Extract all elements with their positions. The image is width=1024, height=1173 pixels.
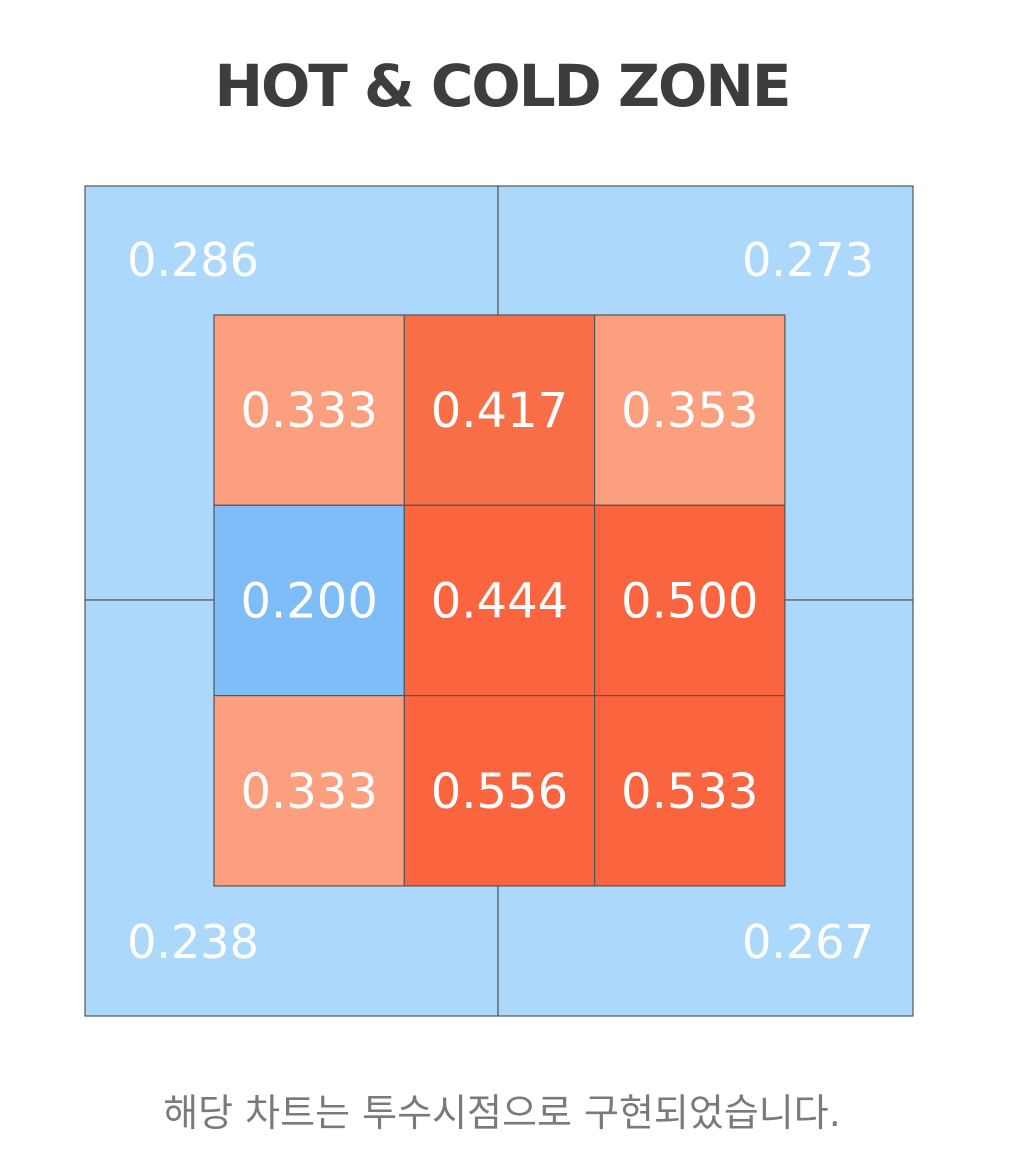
inner-cell-value-r1-c2: 0.417 bbox=[431, 383, 568, 439]
inner-cell-value-r3-c1: 0.333 bbox=[240, 764, 377, 820]
inner-cell-value-r1-c1: 0.333 bbox=[240, 383, 377, 439]
inner-cell-r3-c2 bbox=[403, 694, 596, 887]
inner-cell-r2-c3 bbox=[593, 504, 786, 697]
inner-cell-value-r2-c1: 0.200 bbox=[240, 573, 377, 629]
inner-cell-value-r1-c3: 0.353 bbox=[621, 383, 758, 439]
outer-zone-value-bottom-right: 0.267 bbox=[742, 915, 874, 969]
inner-cell-value-r2-c2: 0.444 bbox=[431, 573, 568, 629]
inner-cell-r1-c2 bbox=[403, 314, 596, 506]
chart-title: HOT & COLD ZONE bbox=[214, 52, 791, 120]
outer-zone-value-bottom-left: 0.238 bbox=[127, 915, 259, 969]
zone-labels: 0.286 0.273 0.238 0.267 0.333 0.417 0.353 0.200… bbox=[127, 233, 874, 969]
outer-zone-value-top-right: 0.273 bbox=[742, 233, 874, 287]
chart-caption: 해당 차트는 투수시점으로 구현되었습니다. bbox=[163, 1091, 841, 1135]
inner-cell-value-r3-c3: 0.533 bbox=[621, 764, 758, 820]
inner-cell-r3-c3 bbox=[593, 694, 786, 887]
inner-cell-value-r3-c2: 0.556 bbox=[431, 764, 568, 820]
inner-cell-r1-c3 bbox=[593, 314, 786, 506]
inner-cell-value-r2-c3: 0.500 bbox=[621, 573, 758, 629]
outer-zone-value-top-left: 0.286 bbox=[127, 233, 259, 287]
inner-cell-r2-c2 bbox=[403, 504, 596, 697]
inner-cell-r2-c1 bbox=[213, 504, 405, 697]
inner-cell-r3-c1 bbox=[213, 694, 405, 887]
inner-grid bbox=[213, 314, 786, 887]
